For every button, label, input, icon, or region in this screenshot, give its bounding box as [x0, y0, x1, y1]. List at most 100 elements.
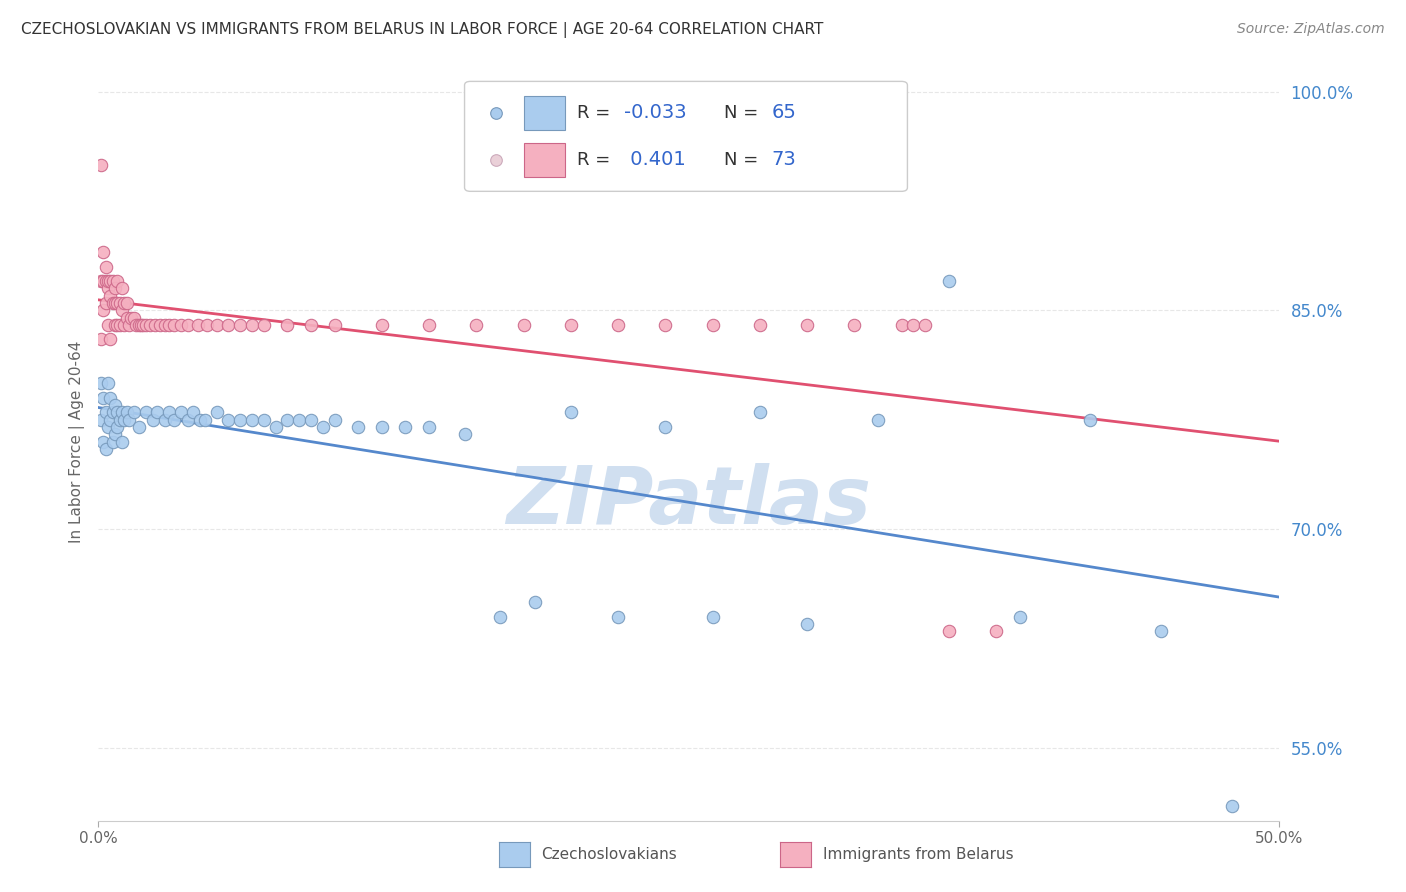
- Text: CZECHOSLOVAKIAN VS IMMIGRANTS FROM BELARUS IN LABOR FORCE | AGE 20-64 CORRELATIO: CZECHOSLOVAKIAN VS IMMIGRANTS FROM BELAR…: [21, 22, 824, 38]
- Point: [194, 412, 217, 426]
- Point: [465, 318, 488, 332]
- Point: [524, 595, 547, 609]
- Point: [654, 420, 676, 434]
- Point: [607, 318, 630, 332]
- Text: N =: N =: [724, 103, 759, 122]
- Point: [90, 412, 112, 426]
- Point: [104, 318, 127, 332]
- Point: [299, 412, 322, 426]
- Point: [253, 412, 276, 426]
- Point: [149, 318, 172, 332]
- Text: Immigrants from Belarus: Immigrants from Belarus: [823, 847, 1014, 862]
- Point: [512, 318, 534, 332]
- Point: [844, 318, 866, 332]
- Point: [560, 318, 582, 332]
- Point: [104, 296, 127, 310]
- Point: [418, 318, 440, 332]
- Point: [98, 333, 121, 347]
- Point: [97, 318, 120, 332]
- Point: [91, 434, 114, 449]
- Bar: [523, 144, 565, 177]
- Point: [299, 318, 322, 332]
- FancyBboxPatch shape: [464, 81, 907, 191]
- Point: [111, 303, 134, 318]
- Point: [748, 405, 770, 419]
- Point: [188, 412, 211, 426]
- Point: [170, 318, 193, 332]
- Point: [94, 274, 117, 288]
- Point: [347, 420, 370, 434]
- Text: 65: 65: [772, 103, 796, 122]
- Point: [205, 405, 228, 419]
- Point: [157, 318, 180, 332]
- Point: [702, 609, 724, 624]
- Point: [122, 405, 145, 419]
- Point: [229, 412, 252, 426]
- Point: [135, 318, 157, 332]
- Point: [607, 609, 630, 624]
- Text: -0.033: -0.033: [624, 103, 686, 122]
- Point: [94, 260, 117, 274]
- Point: [128, 318, 150, 332]
- Point: [122, 310, 145, 325]
- Point: [118, 318, 141, 332]
- Point: [115, 296, 138, 310]
- Point: [170, 405, 193, 419]
- Point: [240, 318, 263, 332]
- Point: [104, 398, 127, 412]
- Point: [371, 420, 394, 434]
- Point: [394, 420, 416, 434]
- Text: R =: R =: [576, 103, 610, 122]
- Point: [101, 296, 124, 310]
- Point: [371, 318, 394, 332]
- Point: [276, 318, 298, 332]
- Point: [883, 272, 905, 286]
- Point: [139, 318, 162, 332]
- Point: [118, 412, 141, 426]
- Point: [135, 405, 157, 419]
- Bar: [523, 96, 565, 129]
- Point: [914, 318, 936, 332]
- Text: ZIPatlas: ZIPatlas: [506, 463, 872, 541]
- Point: [125, 318, 148, 332]
- Point: [323, 318, 346, 332]
- Point: [91, 274, 114, 288]
- Point: [323, 412, 346, 426]
- Point: [98, 391, 121, 405]
- Point: [132, 318, 155, 332]
- Point: [101, 434, 124, 449]
- Point: [205, 318, 228, 332]
- Point: [111, 434, 134, 449]
- Point: [97, 281, 120, 295]
- Point: [418, 420, 440, 434]
- Point: [105, 318, 128, 332]
- Point: [163, 318, 186, 332]
- Point: [938, 274, 960, 288]
- Point: [1150, 624, 1173, 639]
- Point: [101, 405, 124, 419]
- Point: [97, 376, 120, 391]
- Text: Source: ZipAtlas.com: Source: ZipAtlas.com: [1237, 22, 1385, 37]
- Point: [276, 412, 298, 426]
- Point: [90, 376, 112, 391]
- Point: [654, 318, 676, 332]
- Point: [312, 420, 335, 434]
- Point: [115, 310, 138, 325]
- Point: [883, 181, 905, 195]
- Point: [796, 318, 818, 332]
- Point: [288, 412, 311, 426]
- Point: [111, 405, 134, 419]
- Point: [748, 318, 770, 332]
- Point: [129, 318, 152, 332]
- Point: [112, 412, 135, 426]
- Point: [984, 624, 1007, 639]
- Y-axis label: In Labor Force | Age 20-64: In Labor Force | Age 20-64: [69, 341, 84, 542]
- Point: [121, 310, 143, 325]
- Point: [112, 296, 135, 310]
- Point: [453, 427, 475, 442]
- Point: [98, 289, 121, 303]
- Point: [90, 274, 112, 288]
- Point: [108, 296, 131, 310]
- Point: [91, 244, 114, 259]
- Point: [108, 318, 131, 332]
